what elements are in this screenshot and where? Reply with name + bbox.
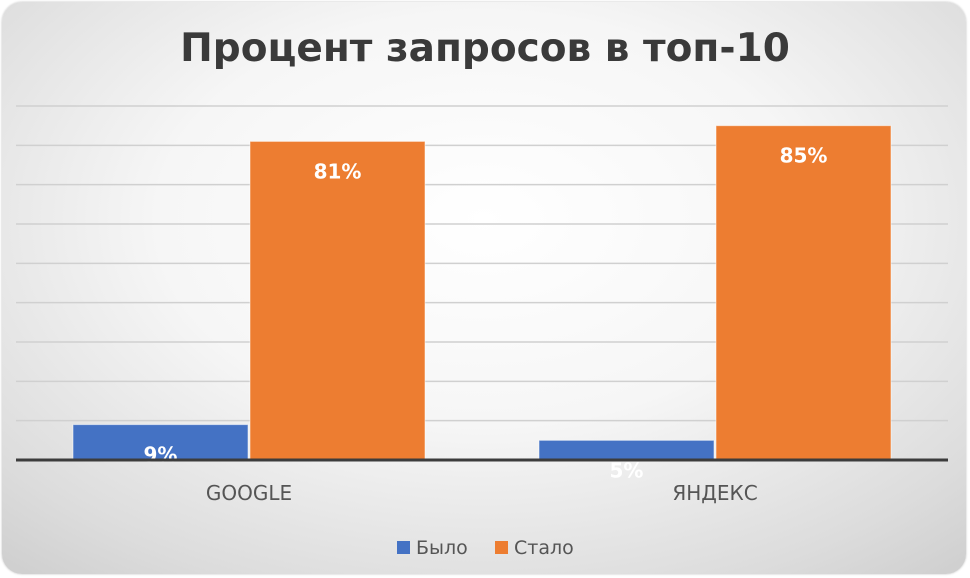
legend-swatch: [495, 541, 508, 554]
bars: 9% 81% 5% 85%: [72, 125, 892, 482]
legend-label: Стало: [514, 537, 574, 559]
data-label: 81%: [314, 159, 362, 183]
data-label: 85%: [780, 144, 828, 168]
x-tick-label: GOOGLE: [206, 481, 292, 505]
data-label: 5%: [610, 458, 644, 482]
legend-label: Было: [416, 537, 468, 559]
chart-title: Процент запросов в топ-10: [180, 26, 790, 71]
bar-Было-GOOGLE: [72, 424, 249, 461]
bar-Было-ЯНДЕКС: [538, 439, 715, 461]
x-tick-label: ЯНДЕКС: [672, 481, 757, 505]
x-tick-labels: GOOGLE ЯНДЕКС: [206, 481, 758, 505]
bar-Стало-GOOGLE: [249, 140, 426, 461]
legend-swatch: [397, 541, 410, 554]
legend: Было Стало: [397, 537, 574, 559]
bar-Стало-ЯНДЕКС: [715, 125, 892, 461]
gridlines: [16, 105, 948, 422]
data-label: 9%: [144, 443, 178, 467]
